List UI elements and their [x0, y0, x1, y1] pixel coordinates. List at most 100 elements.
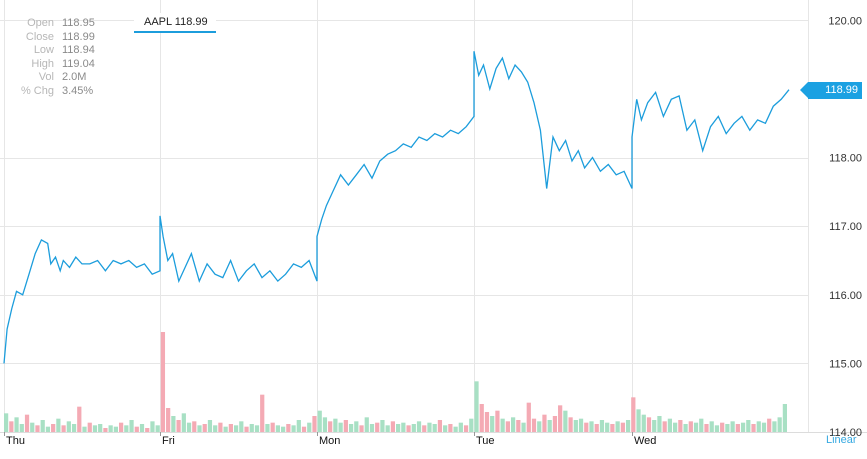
volume-bar: [495, 410, 500, 432]
ohlc-value: 2.0M: [62, 71, 87, 83]
volume-bar: [385, 425, 390, 432]
ohlc-high: High 119.04: [4, 57, 95, 72]
volume-bar: [578, 418, 584, 432]
volume-bar: [761, 422, 767, 432]
y-tick-label: 116.00: [829, 290, 862, 302]
volume-bar: [490, 416, 495, 432]
volume-bar: [181, 413, 186, 432]
volume-bar: [233, 425, 239, 432]
volume-bar: [599, 420, 605, 432]
scale-mode-toggle[interactable]: Linear: [826, 434, 857, 446]
volume-bar: [521, 422, 526, 432]
series-legend-chip[interactable]: AAPL 118.99: [134, 13, 216, 33]
volume-bar: [213, 425, 218, 432]
volume-bar: [30, 422, 35, 432]
volume-bar: [406, 425, 411, 432]
volume-bar: [552, 416, 558, 432]
volume-bar: [772, 421, 777, 432]
volume-bar: [620, 422, 625, 432]
volume-bar: [740, 422, 746, 432]
volume-bar: [364, 417, 369, 432]
volume-bar: [192, 421, 197, 432]
volume-bar: [87, 422, 92, 432]
last-price-tag: 118.99: [800, 82, 862, 99]
volume-bar: [469, 418, 474, 432]
x-tick-label: Fri: [162, 435, 175, 447]
volume-bar: [333, 418, 338, 432]
volume-bar: [265, 424, 270, 432]
volume-bar: [683, 424, 688, 432]
volume-bar: [270, 422, 275, 432]
volume-bar: [437, 420, 443, 432]
x-axis: Thu Fri Mon Tue Wed: [4, 432, 656, 447]
x-tick-label: Wed: [634, 435, 656, 447]
volume-bar: [244, 426, 249, 432]
volume-bar: [610, 424, 615, 432]
ohlc-value: 118.99: [62, 30, 95, 43]
price-series-line[interactable]: [3, 51, 790, 364]
volume-bar: [77, 406, 82, 432]
volume-bar: [422, 425, 427, 432]
volume-bar: [239, 421, 244, 432]
volume-bar: [369, 424, 375, 432]
volume-bar: [328, 421, 333, 432]
volume-bar: [145, 428, 150, 432]
volume-bar: [725, 424, 730, 432]
volume-bar: [301, 426, 307, 432]
y-tick-label: 114.00: [829, 427, 862, 439]
volume-bar: [657, 416, 662, 432]
volume-bars: [4, 332, 787, 432]
volume-bar: [40, 420, 45, 432]
ohlc-panel: Open 118.95 Close 118.99 Low 118.94 High…: [4, 17, 95, 98]
volume-bar: [108, 425, 113, 432]
volume-bar: [704, 424, 709, 432]
volume-bar: [646, 417, 652, 432]
volume-bar: [92, 425, 98, 432]
volume-bar: [160, 332, 166, 432]
volume-bar: [673, 422, 678, 432]
volume-bar: [98, 424, 103, 432]
volume-bar: [463, 425, 469, 432]
ohlc-label: Close: [25, 30, 54, 43]
ohlc-volume: Vol 2.0M: [4, 71, 95, 85]
volume-bar: [767, 418, 772, 432]
ohlc-open: Open 118.95: [4, 17, 95, 31]
volume-bar: [735, 424, 740, 432]
volume-bar: [14, 417, 19, 432]
volume-bar: [625, 420, 631, 432]
volume-bar: [390, 421, 395, 432]
y-tick-label: 120.00: [828, 15, 862, 27]
volume-bar: [249, 424, 254, 432]
volume-bar: [35, 425, 40, 432]
volume-bar: [24, 414, 30, 432]
volume-bar: [134, 426, 139, 432]
volume-bar: [458, 422, 463, 432]
ohlc-label: Vol: [38, 71, 54, 83]
volume-bar: [51, 424, 56, 432]
volume-bar: [19, 424, 24, 432]
volume-bar: [260, 394, 265, 432]
x-tick-label: Tue: [476, 435, 495, 447]
ohlc-value: 119.04: [62, 57, 95, 70]
volume-bar: [510, 417, 516, 432]
volume-bar: [113, 426, 118, 432]
volume-bar: [380, 420, 385, 432]
volume-bar: [228, 424, 233, 432]
volume-bar: [537, 421, 542, 432]
ohlc-close: Close 118.99: [4, 31, 95, 45]
volume-bar: [584, 422, 589, 432]
volume-bar: [531, 418, 537, 432]
volume-bar: [176, 420, 181, 432]
volume-bar: [615, 421, 620, 432]
volume-bar: [652, 420, 657, 432]
volume-bar: [9, 421, 14, 432]
volume-bar: [589, 421, 594, 432]
volume-bar: [155, 425, 160, 432]
volume-bar: [542, 414, 547, 432]
volume-bar: [547, 420, 552, 432]
volume-bar: [678, 420, 683, 432]
volume-bar: [354, 421, 359, 432]
volume-bar: [202, 424, 207, 432]
volume-bar: [777, 417, 782, 432]
